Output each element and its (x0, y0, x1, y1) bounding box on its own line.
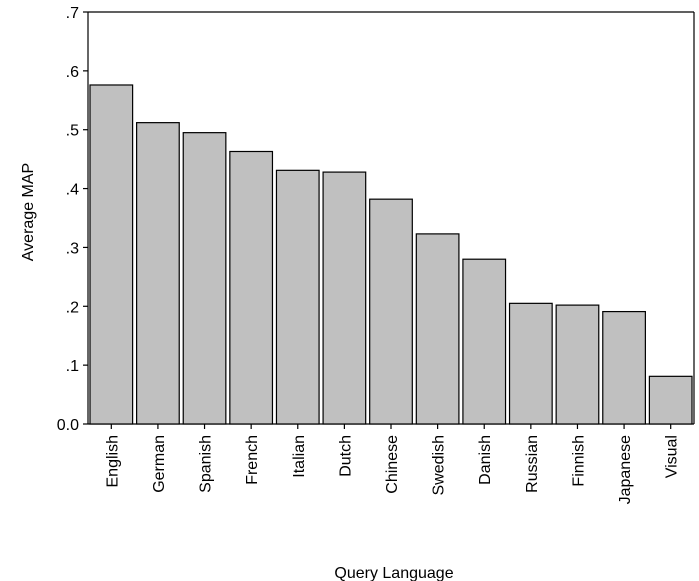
bar-french (229, 150, 274, 425)
x-tick-label-german: German (151, 435, 168, 493)
y-tick-label: .2 (66, 299, 79, 316)
bar-german (136, 122, 180, 425)
bar-japanese (602, 310, 646, 425)
y-tick-label: .7 (66, 5, 79, 22)
x-tick-label-italian: Italian (291, 435, 308, 478)
bar-chinese (369, 198, 413, 425)
bars (89, 84, 693, 425)
y-tick-label: .3 (66, 240, 79, 257)
x-tick-label-dutch: Dutch (337, 435, 354, 477)
x-tick-label-danish: Danish (477, 435, 494, 485)
bar-dutch (322, 171, 367, 425)
bar-danish (462, 258, 507, 425)
y-tick-label: 0.0 (57, 417, 79, 434)
bar-swedish (415, 233, 460, 425)
x-tick-label-russian: Russian (524, 435, 541, 493)
y-tick-label: .5 (66, 123, 79, 140)
x-tick-label-chinese: Chinese (384, 435, 401, 494)
bar-visual (648, 375, 693, 425)
bar-italian (275, 169, 320, 425)
x-tick-label-swedish: Swedish (431, 435, 448, 495)
x-tick-label-english: English (104, 435, 121, 487)
bar-spanish (182, 132, 227, 425)
x-axis (88, 423, 694, 429)
plot-area (88, 11, 695, 424)
x-tick-label-finnish: Finnish (570, 435, 587, 487)
y-tick-label: .1 (66, 358, 79, 375)
bar-english (89, 84, 134, 425)
x-tick-labels: English German Spanish French Italian Dutch Ch… (104, 435, 680, 504)
x-axis-title: Query Language (334, 565, 453, 581)
bar-finnish (555, 304, 600, 425)
x-tick-label-visual: Visual (664, 435, 681, 478)
x-tick-label-french: French (244, 435, 261, 485)
y-tick-label: .6 (66, 64, 79, 81)
bar-russian (508, 302, 553, 425)
y-axis-title: Average MAP (20, 163, 37, 261)
y-tick-label: .4 (66, 182, 79, 199)
y-axis: 0.0 .1 .2 .3 .4 .5 .6 .7 (57, 5, 89, 434)
x-tick-label-spanish: Spanish (198, 435, 215, 493)
x-tick-label-japanese: Japanese (617, 435, 634, 504)
